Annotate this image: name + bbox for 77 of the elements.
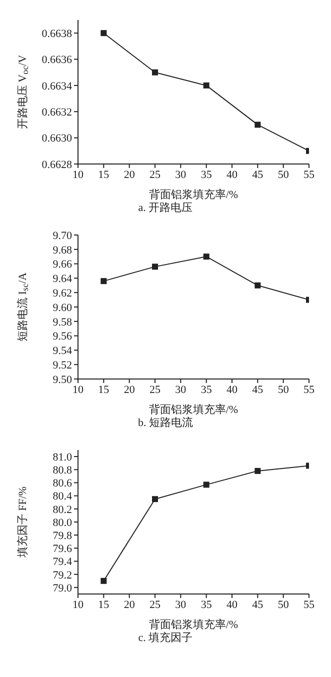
point [254, 122, 261, 128]
y-tick-label: 0.6628 [42, 158, 72, 171]
y-tick-label: 9.66 [52, 258, 72, 271]
x-axis-title: 背面铝浆填充率/% [148, 618, 238, 631]
y-tick-label: 9.58 [52, 316, 72, 328]
y-tick-label: 0.6630 [42, 132, 72, 145]
x-axis-title: 背面铝浆填充率/% [148, 403, 238, 416]
y-tick-label: 80.0 [52, 516, 72, 529]
point [100, 578, 107, 584]
x-tick-label: 30 [175, 168, 187, 181]
y-tick-label: 9.70 [52, 230, 72, 242]
text: c. 填充因子 [137, 631, 194, 645]
y-tick-label: 81.0 [52, 451, 72, 464]
x-tick-label: 20 [124, 598, 136, 611]
y-tick-label: 79.0 [52, 582, 72, 594]
x-tick-label: 45 [252, 384, 264, 396]
y-tick-label: 80.6 [52, 478, 72, 490]
point [203, 82, 210, 88]
point [100, 30, 107, 36]
y-tick-label: 80.8 [52, 464, 72, 477]
y-tick-label: 9.60 [52, 302, 72, 314]
x-tick-label: 25 [150, 384, 161, 396]
y-tick-label: 0.6634 [42, 80, 72, 92]
x-tick-label: 55 [304, 598, 315, 611]
y-tick-label: 9.52 [52, 360, 72, 372]
y-tick-label: 79.2 [52, 569, 72, 582]
y-tick-label: 79.4 [52, 556, 72, 568]
x-tick-label: 35 [200, 168, 212, 181]
text: a. 开路电压 [137, 201, 194, 215]
x-tick-label: 45 [252, 168, 264, 181]
x-tick-label: 15 [98, 384, 110, 396]
y-tick-label: 9.62 [52, 288, 72, 300]
x-tick-label: 25 [150, 598, 161, 611]
x-tick-label: 35 [200, 384, 212, 396]
x-tick-label: 40 [226, 598, 238, 611]
x-tick-label: 50 [278, 168, 290, 181]
point [152, 69, 158, 76]
x-tick-label: 30 [175, 384, 187, 396]
y-tick-label: 9.68 [52, 244, 72, 256]
y-tick-label: 9.56 [52, 330, 72, 343]
point [254, 282, 261, 288]
y-tick-label: 0.6632 [42, 106, 72, 119]
x-tick-label: 10 [72, 168, 84, 181]
x-axis-title: 背面铝浆填充率/% [148, 188, 238, 201]
y-tick-label: 80.4 [52, 490, 72, 503]
x-tick-label: 15 [98, 598, 110, 611]
x-tick-label: 40 [226, 168, 238, 181]
y-tick-label: 79.6 [52, 543, 72, 556]
y-tick-label: 9.64 [52, 273, 72, 286]
x-tick-label: 30 [175, 598, 187, 611]
x-tick-label: 45 [252, 598, 264, 611]
point [152, 264, 158, 270]
y-tick-label: 0.6638 [42, 28, 72, 40]
x-tick-label: 15 [98, 168, 110, 181]
x-tick-label: 20 [124, 168, 136, 181]
x-tick-label: 40 [226, 384, 238, 396]
x-tick-label: 35 [200, 598, 212, 611]
x-tick-label: 20 [124, 384, 136, 396]
y-tick-label: 0.6636 [42, 54, 72, 66]
y-tick-label: 80.2 [52, 504, 72, 516]
x-tick-label: 50 [278, 598, 290, 611]
x-tick-label: 25 [150, 168, 161, 181]
point [152, 496, 158, 502]
y-tick-label: 79.8 [52, 530, 72, 542]
point [203, 482, 210, 488]
y-axis-title: 填充因子 FF/% [16, 486, 29, 559]
x-tick-label: 10 [72, 384, 84, 396]
point [254, 468, 261, 474]
x-tick-label: 55 [304, 384, 315, 396]
y-tick-label: 9.50 [52, 374, 72, 386]
x-tick-label: 10 [72, 598, 84, 611]
text: b. 短路电流 [137, 416, 194, 430]
x-tick-label: 50 [278, 384, 290, 396]
point [100, 278, 107, 284]
point [203, 254, 210, 260]
x-tick-label: 55 [304, 168, 315, 181]
y-tick-label: 9.54 [52, 345, 72, 358]
